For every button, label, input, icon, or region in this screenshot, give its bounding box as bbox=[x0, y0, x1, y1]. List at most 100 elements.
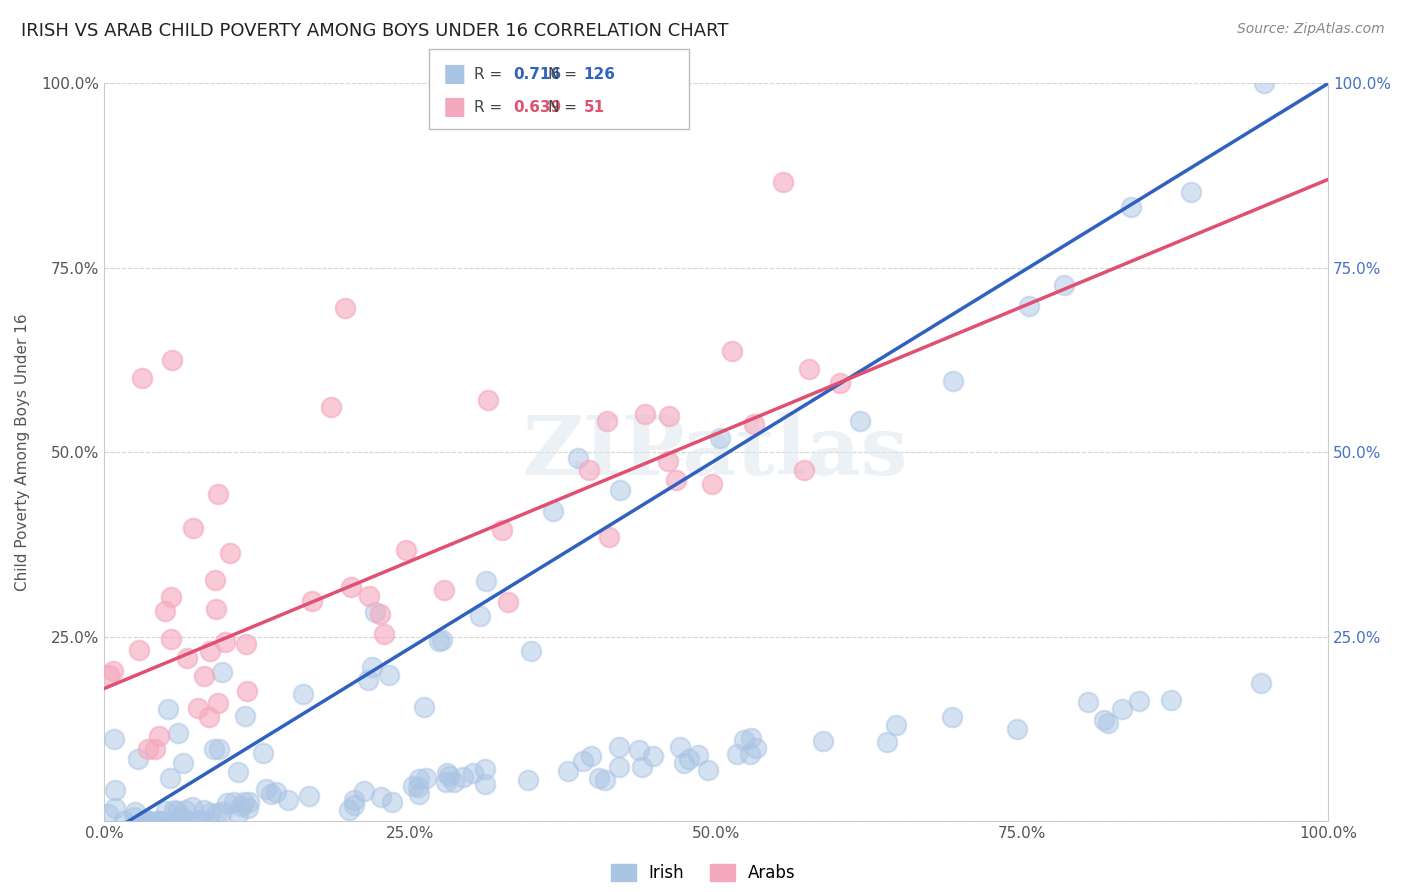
Point bbox=[162, 814, 184, 829]
Point bbox=[143, 742, 166, 756]
Point bbox=[470, 609, 492, 624]
Point bbox=[139, 814, 162, 829]
Point bbox=[224, 795, 246, 809]
Point bbox=[437, 769, 460, 783]
Point bbox=[159, 771, 181, 785]
Point bbox=[630, 760, 652, 774]
Point bbox=[607, 759, 630, 773]
Point bbox=[207, 742, 229, 756]
Point bbox=[103, 731, 125, 746]
Point bbox=[97, 807, 120, 822]
Point bbox=[215, 796, 238, 810]
Point bbox=[368, 607, 391, 621]
Point bbox=[340, 580, 363, 594]
Point bbox=[876, 735, 898, 749]
Point bbox=[370, 789, 392, 804]
Point bbox=[595, 772, 617, 787]
Point bbox=[177, 814, 200, 829]
Point bbox=[134, 814, 156, 828]
Point bbox=[298, 789, 321, 804]
Point bbox=[214, 635, 236, 649]
Point bbox=[191, 813, 214, 827]
Point bbox=[232, 795, 254, 809]
Point bbox=[165, 814, 187, 829]
Point bbox=[202, 742, 225, 756]
Point bbox=[665, 474, 688, 488]
Point bbox=[136, 741, 159, 756]
Point bbox=[229, 799, 252, 814]
Point bbox=[1128, 694, 1150, 708]
Point bbox=[1121, 200, 1143, 214]
Point bbox=[166, 805, 188, 819]
Point bbox=[1160, 693, 1182, 707]
Point bbox=[131, 370, 153, 384]
Point bbox=[474, 762, 496, 776]
Point bbox=[211, 665, 233, 679]
Text: 0.716: 0.716 bbox=[513, 67, 561, 81]
Point bbox=[811, 734, 834, 748]
Point bbox=[146, 814, 169, 829]
Point bbox=[657, 454, 679, 468]
Point bbox=[301, 594, 323, 608]
Point bbox=[634, 407, 657, 421]
Point bbox=[721, 343, 744, 358]
Point bbox=[474, 777, 496, 791]
Point bbox=[176, 650, 198, 665]
Point bbox=[218, 546, 240, 560]
Point bbox=[475, 574, 498, 589]
Point bbox=[205, 601, 228, 615]
Point bbox=[337, 803, 360, 817]
Point bbox=[226, 765, 249, 780]
Point bbox=[578, 463, 600, 477]
Point bbox=[207, 696, 229, 710]
Point bbox=[942, 375, 965, 389]
Point bbox=[124, 805, 146, 820]
Point bbox=[1250, 676, 1272, 690]
Point bbox=[588, 771, 610, 785]
Text: 0.639: 0.639 bbox=[513, 100, 561, 114]
Point bbox=[572, 755, 595, 769]
Point bbox=[236, 684, 259, 698]
Point bbox=[793, 463, 815, 477]
Legend: Irish, Arabs: Irish, Arabs bbox=[603, 857, 803, 888]
Point bbox=[740, 731, 762, 746]
Point bbox=[198, 644, 221, 658]
Point bbox=[433, 582, 456, 597]
Point bbox=[412, 700, 434, 714]
Point bbox=[122, 810, 145, 824]
Point bbox=[686, 747, 709, 762]
Text: N =: N = bbox=[548, 67, 582, 81]
Point bbox=[451, 770, 474, 784]
Point bbox=[157, 701, 180, 715]
Point bbox=[1180, 186, 1202, 200]
Point bbox=[745, 740, 768, 755]
Point bbox=[408, 787, 430, 801]
Point bbox=[260, 787, 283, 801]
Point bbox=[709, 431, 731, 445]
Point bbox=[1077, 695, 1099, 709]
Point bbox=[609, 483, 631, 497]
Point bbox=[381, 795, 404, 809]
Point bbox=[128, 643, 150, 657]
Point bbox=[187, 814, 209, 828]
Point bbox=[373, 627, 395, 641]
Point bbox=[436, 765, 458, 780]
Point bbox=[127, 752, 149, 766]
Point bbox=[658, 409, 681, 423]
Point bbox=[402, 780, 425, 794]
Point bbox=[170, 810, 193, 824]
Text: R =: R = bbox=[474, 67, 508, 81]
Point bbox=[1005, 722, 1028, 736]
Point bbox=[941, 710, 963, 724]
Y-axis label: Child Poverty Among Boys Under 16: Child Poverty Among Boys Under 16 bbox=[15, 314, 30, 591]
Point bbox=[516, 773, 538, 788]
Point bbox=[557, 764, 579, 778]
Point bbox=[848, 414, 870, 428]
Point bbox=[733, 732, 755, 747]
Point bbox=[628, 743, 651, 757]
Point bbox=[211, 805, 233, 819]
Point bbox=[543, 503, 565, 517]
Point bbox=[598, 530, 620, 544]
Point bbox=[198, 709, 221, 723]
Point bbox=[252, 746, 274, 760]
